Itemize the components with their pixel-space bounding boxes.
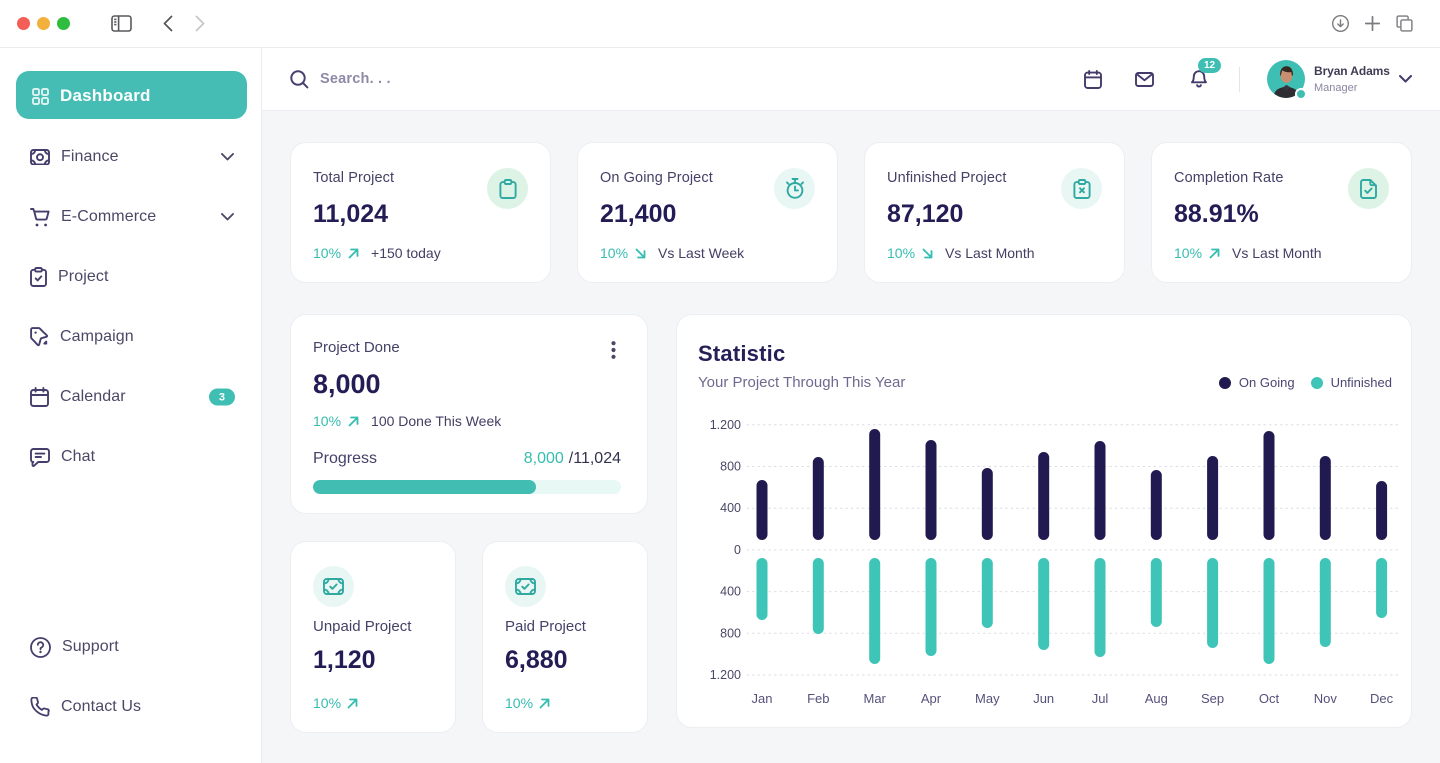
svg-text:Nov: Nov bbox=[1314, 691, 1338, 706]
svg-text:Sep: Sep bbox=[1201, 691, 1224, 706]
svg-text:800: 800 bbox=[720, 626, 741, 640]
svg-text:0: 0 bbox=[734, 543, 741, 557]
svg-text:400: 400 bbox=[720, 501, 741, 515]
svg-text:Oct: Oct bbox=[1259, 691, 1280, 706]
svg-text:1.200: 1.200 bbox=[710, 418, 741, 432]
svg-text:May: May bbox=[975, 691, 1000, 706]
svg-text:Feb: Feb bbox=[807, 691, 829, 706]
svg-text:Mar: Mar bbox=[864, 691, 887, 706]
svg-text:800: 800 bbox=[720, 460, 741, 474]
svg-text:Jun: Jun bbox=[1033, 691, 1054, 706]
svg-text:Jul: Jul bbox=[1092, 691, 1109, 706]
svg-text:Jan: Jan bbox=[752, 691, 773, 706]
svg-text:Aug: Aug bbox=[1145, 691, 1168, 706]
svg-text:Dec: Dec bbox=[1370, 691, 1394, 706]
svg-text:Apr: Apr bbox=[921, 691, 942, 706]
svg-text:1.200: 1.200 bbox=[710, 668, 741, 682]
svg-text:400: 400 bbox=[720, 585, 741, 599]
